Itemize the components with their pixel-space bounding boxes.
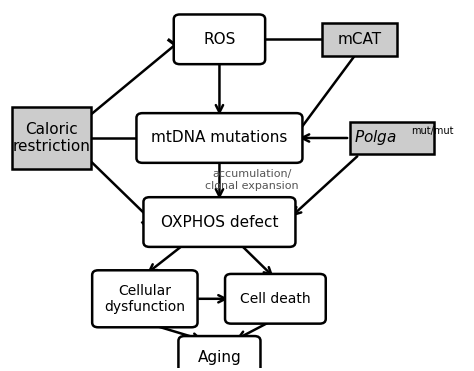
FancyBboxPatch shape [322,23,397,56]
FancyBboxPatch shape [178,336,261,371]
FancyBboxPatch shape [12,107,91,169]
Text: OXPHOS defect: OXPHOS defect [161,214,278,230]
FancyBboxPatch shape [174,14,265,64]
Text: mtDNA mutations: mtDNA mutations [151,131,288,145]
Text: accumulation/
clonal expansion: accumulation/ clonal expansion [205,169,299,191]
Text: mCAT: mCAT [337,32,382,47]
FancyBboxPatch shape [92,270,198,327]
Text: Cell death: Cell death [240,292,311,306]
Text: Cellular
dysfunction: Cellular dysfunction [104,284,185,314]
Text: ROS: ROS [203,32,236,47]
FancyBboxPatch shape [144,197,295,247]
Text: mut/mut: mut/mut [411,127,454,137]
FancyBboxPatch shape [225,274,326,324]
FancyBboxPatch shape [350,122,434,154]
Text: Aging: Aging [198,350,241,365]
Text: $\it{Polga}$: $\it{Polga}$ [354,128,397,147]
FancyBboxPatch shape [137,113,302,163]
Text: Caloric
restriction: Caloric restriction [13,122,91,154]
